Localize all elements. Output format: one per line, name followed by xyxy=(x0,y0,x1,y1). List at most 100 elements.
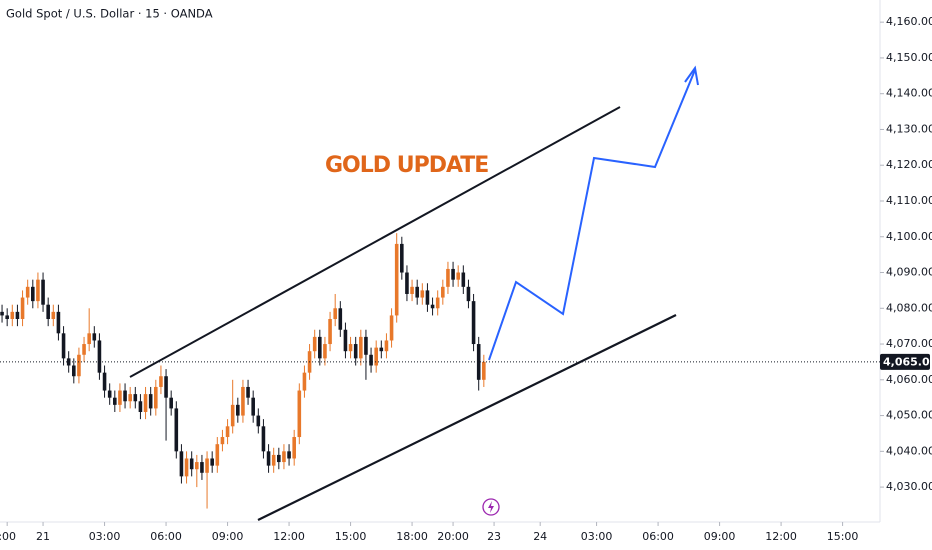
candle-body xyxy=(302,372,307,391)
candle xyxy=(56,304,61,341)
candle xyxy=(292,429,296,466)
candle xyxy=(405,265,409,302)
y-tick-label: 4,060.000 xyxy=(886,373,932,386)
candle-body xyxy=(241,386,245,416)
candle xyxy=(400,236,404,280)
candle xyxy=(394,233,399,323)
candle-body xyxy=(318,336,322,359)
candle-body xyxy=(51,311,56,320)
candle xyxy=(184,451,189,484)
candle xyxy=(369,347,373,373)
candle xyxy=(389,308,394,348)
candle-body xyxy=(225,426,230,438)
candle-body xyxy=(200,462,204,473)
candle xyxy=(435,290,440,316)
candle-body xyxy=(15,311,20,320)
candle xyxy=(415,279,419,305)
candle xyxy=(36,272,40,309)
candle xyxy=(189,451,194,477)
candle-body xyxy=(466,286,471,302)
candle-body xyxy=(195,462,199,470)
candle-body xyxy=(277,454,281,463)
candle xyxy=(20,290,25,327)
candle-body xyxy=(420,290,425,298)
candle xyxy=(179,444,184,484)
x-tick-label: 09:00 xyxy=(704,530,736,543)
candle xyxy=(348,336,353,359)
candle-body xyxy=(348,344,353,352)
candle-body xyxy=(169,397,173,409)
candle xyxy=(200,454,204,480)
x-tick-label: 15:00 xyxy=(827,530,859,543)
candle-body xyxy=(415,286,419,298)
candle-body xyxy=(328,319,332,345)
candle xyxy=(107,383,112,405)
x-tick-label: 03:00 xyxy=(89,530,121,543)
candle xyxy=(451,261,455,287)
candle xyxy=(425,283,430,312)
candle xyxy=(374,340,378,373)
candle-body xyxy=(379,347,384,352)
candle xyxy=(169,390,173,416)
candle-body xyxy=(256,415,261,427)
candle-body xyxy=(210,458,214,466)
candle-body xyxy=(189,458,194,470)
candle xyxy=(164,369,168,441)
candle-body xyxy=(61,333,66,359)
candle-body xyxy=(113,397,117,405)
candle-body xyxy=(159,376,163,387)
candle xyxy=(210,451,214,473)
candle xyxy=(256,408,261,434)
candle-body xyxy=(456,272,460,280)
candle xyxy=(482,354,486,387)
candle xyxy=(0,304,4,323)
y-tick-label: 4,030.000 xyxy=(886,480,932,493)
candle xyxy=(230,379,235,434)
y-tick-label: 4,040.000 xyxy=(886,444,932,457)
candle-body xyxy=(441,286,445,298)
candle-body xyxy=(31,286,35,302)
y-tick-label: 4,120.000 xyxy=(886,158,932,171)
y-tick-label: 4,100.000 xyxy=(886,230,932,243)
candle xyxy=(123,383,127,409)
candle-body xyxy=(230,404,235,427)
candle-body xyxy=(476,344,481,380)
candle-body xyxy=(148,394,153,409)
plot-area xyxy=(0,233,486,509)
candle-body xyxy=(425,290,430,305)
x-tick-label: 21 xyxy=(36,530,50,543)
candle xyxy=(46,297,50,327)
candle xyxy=(92,326,97,348)
candle-body xyxy=(5,315,9,320)
candle xyxy=(359,329,363,366)
candle-body xyxy=(369,354,373,366)
candle xyxy=(318,329,322,366)
y-tick-label: 4,080.000 xyxy=(886,301,932,314)
candle xyxy=(128,386,132,409)
candle xyxy=(174,401,179,459)
event-icon-bolt xyxy=(488,501,494,513)
channel-upper xyxy=(129,106,621,378)
candle xyxy=(338,301,343,337)
current-price-label: 4,065.010 xyxy=(883,355,932,368)
candle xyxy=(364,329,368,380)
candle-body xyxy=(77,354,81,377)
candle-body xyxy=(297,390,302,438)
candle xyxy=(72,358,76,384)
candle xyxy=(287,444,291,466)
candle-body xyxy=(107,390,112,398)
candle xyxy=(220,429,225,452)
candle-body xyxy=(184,458,189,477)
candle-body xyxy=(451,268,455,280)
candle-body xyxy=(72,365,76,377)
candle-body xyxy=(271,454,276,466)
candle xyxy=(302,365,307,398)
x-tick-label: 18:00 xyxy=(396,530,428,543)
candle xyxy=(430,297,435,316)
candle xyxy=(77,347,81,384)
candle xyxy=(195,454,199,488)
candle xyxy=(138,394,143,420)
x-tick-label: 20:00 xyxy=(437,530,469,543)
y-tick-label: 4,150.000 xyxy=(886,51,932,64)
